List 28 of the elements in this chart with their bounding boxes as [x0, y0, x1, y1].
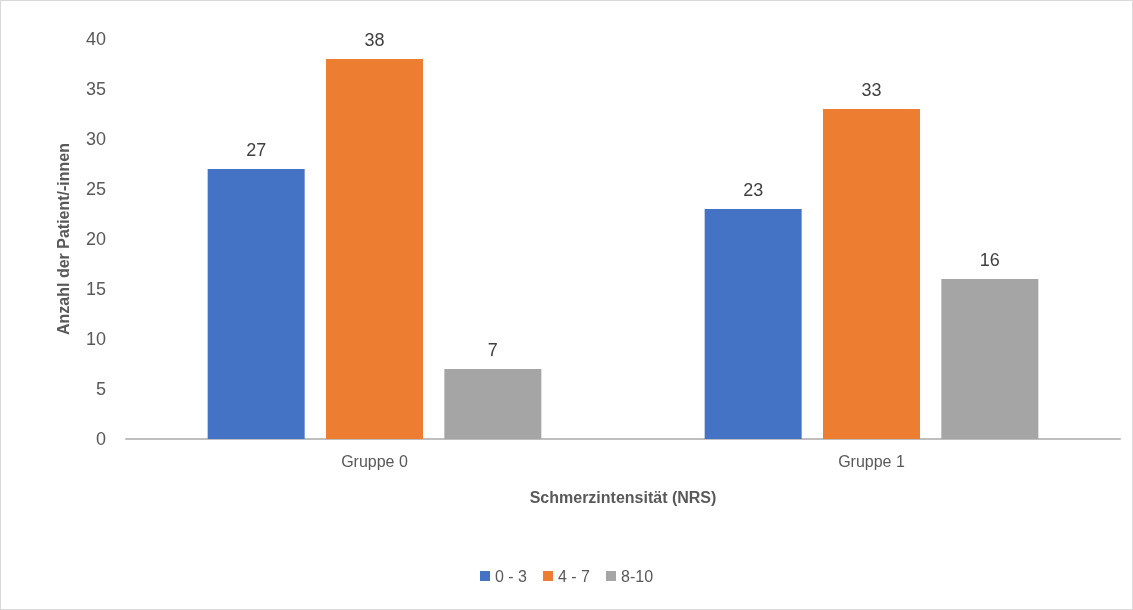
- data-label: 16: [979, 250, 1000, 270]
- y-tick-label: 10: [85, 329, 106, 349]
- bar: [704, 209, 802, 439]
- x-axis-title: Schmerzintensität (NRS): [529, 488, 717, 506]
- y-tick-label: 35: [85, 79, 106, 99]
- y-tick-label: 15: [85, 279, 106, 299]
- legend-label: 8-10: [621, 567, 654, 585]
- legend-label: 0 - 3: [494, 567, 528, 585]
- data-label: 23: [743, 180, 764, 200]
- bar: [326, 59, 423, 439]
- y-tick-label: 30: [85, 129, 106, 149]
- data-label: 38: [364, 30, 385, 50]
- y-tick-label: 25: [85, 179, 106, 199]
- legend-label: 4 - 7: [557, 567, 591, 585]
- y-tick-label: 20: [85, 229, 106, 249]
- x-tick-label: Gruppe 0: [341, 452, 408, 470]
- y-tick-label: 40: [85, 29, 106, 49]
- x-tick-label: Gruppe 1: [838, 452, 905, 470]
- bar: [941, 279, 1039, 439]
- y-tick-label: 5: [95, 379, 106, 399]
- data-label: 7: [487, 340, 498, 360]
- bar: [444, 369, 542, 439]
- y-axis-title: Anzahl der Patient/-innen: [54, 142, 72, 336]
- bar: [207, 169, 305, 439]
- y-tick-label: 0: [95, 429, 106, 449]
- data-label: 33: [861, 80, 882, 100]
- data-label: 27: [246, 140, 267, 160]
- bar: [823, 109, 920, 439]
